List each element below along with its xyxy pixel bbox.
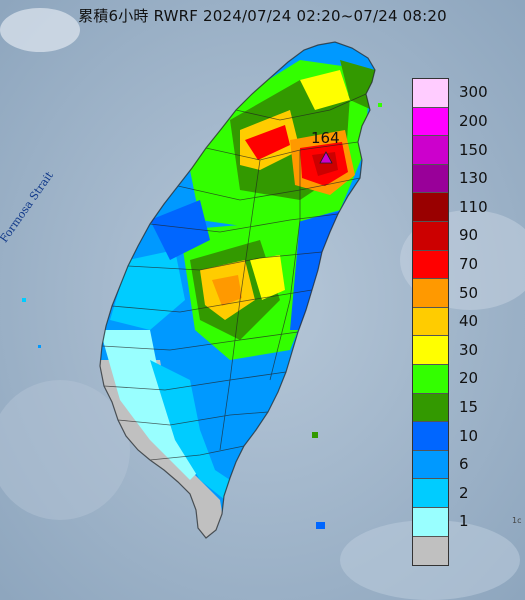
legend-label: 1 [459,512,469,531]
color-legend [412,78,449,567]
cloud-patch [0,8,80,52]
cloud-patch [0,380,130,520]
legend-label: 15 [459,397,479,416]
legend-label: 110 [459,197,488,216]
legend-swatch [413,107,448,137]
max-value-label: 164 [311,129,340,147]
legend-swatch [413,422,448,451]
legend-label: 50 [459,283,479,302]
legend-swatch [413,164,448,194]
legend-swatch [413,221,448,251]
legend-label: 20 [459,369,479,388]
legend-label: 200 [459,111,488,130]
max-rainfall-marker [319,151,333,164]
legend-label: 130 [459,169,488,188]
offshore-islands [22,52,382,529]
legend-swatch [413,393,448,423]
legend-swatch [413,193,448,222]
legend-label: 10 [459,426,479,445]
legend-swatch [413,450,448,480]
legend-label: 90 [459,226,479,245]
legend-label: 40 [459,312,479,331]
edge-text: 1c [512,516,522,525]
legend-swatch [413,79,448,108]
legend-swatch [413,364,448,394]
legend-label: 70 [459,254,479,273]
legend-swatch [413,250,448,280]
legend-swatch [413,536,448,566]
legend-label: 150 [459,140,488,159]
legend-label: 30 [459,340,479,359]
legend-label: 6 [459,455,469,474]
legend-swatch [413,136,448,165]
legend-swatch [413,307,448,337]
legend-swatch [413,336,448,365]
legend-label: 2 [459,483,469,502]
legend-swatch [413,507,448,537]
legend-swatch [413,279,448,308]
legend-label: 300 [459,83,488,102]
county-boundaries [99,41,376,539]
map-title: 累積6小時 RWRF 2024/07/24 02:20~07/24 08:20 [78,7,447,25]
legend-swatch [413,479,448,508]
